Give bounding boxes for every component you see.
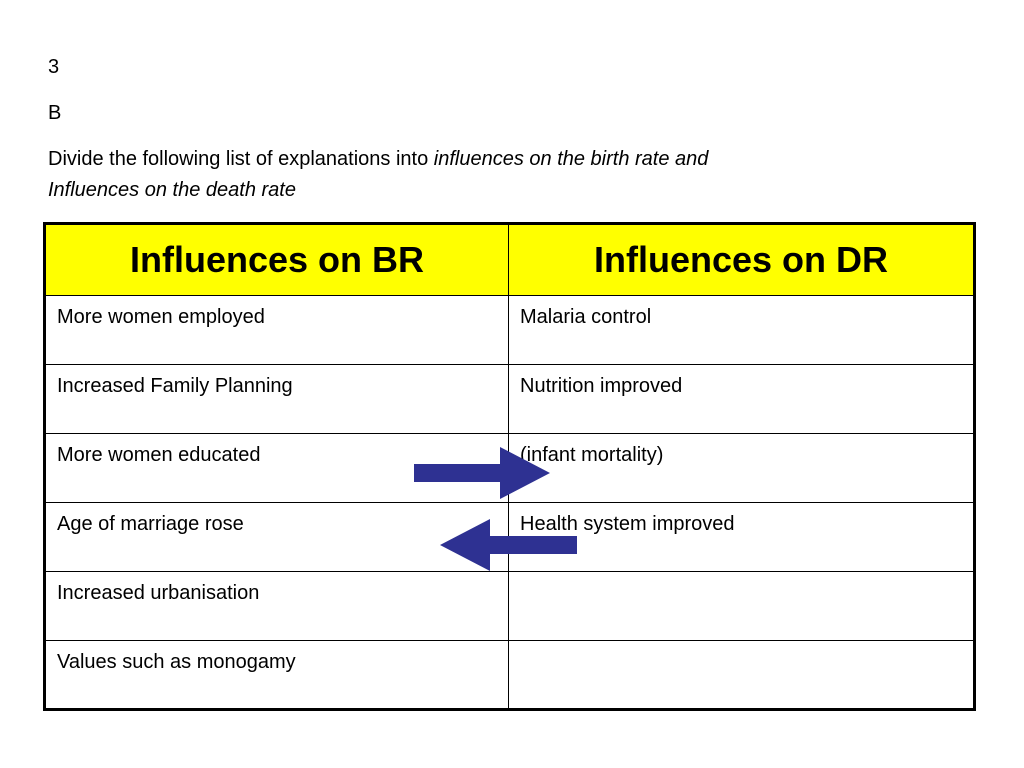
header-influences-br: Influences on BR (44, 223, 509, 296)
table-row: Values such as monogamy (44, 640, 975, 710)
dr-cell: Malaria control (508, 295, 975, 365)
table-row: Increased urbanisation (44, 571, 975, 641)
arrow-left-icon (440, 519, 577, 571)
br-cell: Increased urbanisation (44, 571, 509, 641)
table-row: Increased Family Planning Nutrition impr… (44, 364, 975, 434)
section-letter: B (48, 102, 62, 124)
table-row: Age of marriage rose Health system impro… (44, 502, 975, 572)
influences-table: Influences on BR Influences on DR More w… (43, 222, 976, 711)
table-header-row: Influences on BR Influences on DR (44, 223, 975, 296)
br-cell: Increased Family Planning (44, 364, 509, 434)
header-influences-dr: Influences on DR (508, 223, 975, 296)
instruction-italic-text-1: influences on the birth rate and (433, 148, 709, 170)
br-cell: More women employed (44, 295, 509, 365)
dr-cell (508, 640, 975, 710)
dr-cell (508, 571, 975, 641)
dr-cell: Nutrition improved (508, 364, 975, 434)
arrow-right-icon (414, 447, 550, 499)
instruction-plain-text: Divide the following list of explanation… (48, 148, 434, 170)
dr-cell: (infant mortality) (508, 433, 975, 503)
slide-number: 3 (48, 56, 60, 78)
table-row: More women employed Malaria control (44, 295, 975, 365)
instruction-line-1: Divide the following list of explanation… (48, 147, 708, 171)
br-cell: Age of marriage rose (44, 502, 509, 572)
instruction-italic-text-2: Influences on the death rate (48, 179, 296, 201)
br-cell: Values such as monogamy (44, 640, 509, 710)
